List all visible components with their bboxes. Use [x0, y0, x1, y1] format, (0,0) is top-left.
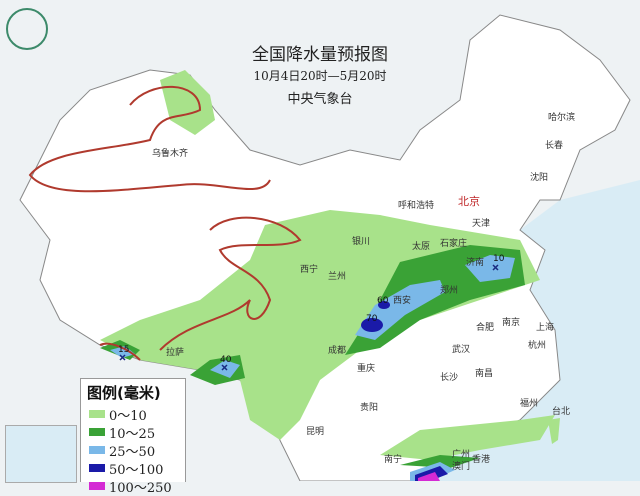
legend-label: 10～25 — [109, 426, 156, 442]
city-label: 武汉 — [452, 345, 471, 355]
city-label: 太原 — [412, 242, 431, 252]
city-label: 乌鲁木齐 — [152, 149, 189, 159]
legend-label: 50～100 — [109, 462, 164, 478]
city-label: 上海 — [536, 323, 555, 333]
rain-100-250-south — [418, 472, 440, 481]
city-label: 沈阳 — [530, 173, 549, 183]
city-label: 哈尔滨 — [548, 113, 576, 123]
legend-swatch — [89, 428, 105, 436]
city-label: 拉萨 — [166, 348, 185, 358]
city-label: 重庆 — [357, 364, 376, 374]
cma-logo-icon — [6, 8, 48, 50]
max-value-label: 70 — [366, 314, 378, 324]
legend-title: 图例(毫米) — [87, 384, 161, 402]
frost-lines — [28, 85, 302, 361]
city-label: 昆明 — [306, 427, 325, 437]
rain-10-25-south — [400, 455, 480, 468]
legend-item: 100～250 — [89, 477, 185, 496]
city-label: 广州 — [452, 450, 471, 460]
city-label: 天津 — [472, 219, 491, 229]
legend-swatch — [89, 446, 105, 454]
city-label: 西安 — [393, 296, 412, 306]
rain-0-10-taiwan — [548, 418, 560, 444]
city-label: 郑州 — [440, 286, 459, 296]
legend-label: 100～250 — [109, 480, 172, 496]
rain-0-10-south — [380, 415, 555, 460]
legend-label: 25～50 — [109, 444, 156, 460]
rain-25-50-shandong — [465, 255, 515, 282]
city-label: 福州 — [520, 399, 539, 409]
issuer: 中央气象台 — [287, 92, 353, 107]
city-label: 成都 — [328, 346, 347, 356]
city-label: 长春 — [545, 141, 564, 151]
forecast-period: 10月4日20时—5月20时 — [253, 69, 387, 83]
precipitation-map — [19, 14, 640, 481]
city-label: 长沙 — [440, 373, 459, 383]
legend-swatch — [89, 410, 105, 418]
rain-50-100-area — [361, 318, 383, 332]
city-label: 北京 — [458, 195, 480, 208]
max-value-label: 15 — [118, 345, 130, 355]
city-label: 台北 — [552, 407, 571, 417]
rain-50-100-area — [378, 301, 390, 309]
max-value-label: 60 — [377, 296, 389, 306]
sea — [420, 180, 640, 481]
legend-swatch — [89, 482, 105, 490]
city-label: 香港 — [472, 455, 491, 465]
legend-item: 10～25 — [89, 423, 185, 442]
legend: 图例(毫米) 0～10 10～25 25～50 50～100 100～250 — [80, 378, 186, 496]
city-label: 济南 — [466, 258, 485, 268]
max-value-label: 10 — [493, 254, 505, 264]
city-label: 南宁 — [384, 455, 403, 465]
city-label: 西宁 — [300, 265, 319, 275]
city-label: 杭州 — [528, 341, 547, 351]
rain-25-50-west — [110, 346, 135, 358]
city-label: 贵阳 — [360, 403, 379, 413]
max-markers — [119, 264, 499, 371]
city-label: 南京 — [502, 318, 521, 328]
south-china-sea-inset — [5, 425, 77, 483]
city-label: 南昌 — [475, 369, 494, 379]
city-label: 呼和浩特 — [398, 201, 435, 211]
city-label: 石家庄 — [440, 239, 468, 249]
map-title: 全国降水量预报图 — [252, 45, 388, 65]
city-label: 合肥 — [476, 323, 495, 333]
legend-item: 25～50 — [89, 441, 185, 460]
legend-item: 50～100 — [89, 459, 185, 478]
legend-item: 0～10 — [89, 405, 185, 424]
city-label: 兰州 — [328, 272, 347, 282]
city-label: 银川 — [352, 237, 371, 247]
legend-label: 0～10 — [109, 408, 147, 424]
max-value-label: 40 — [220, 355, 232, 365]
legend-swatch — [89, 464, 105, 472]
city-label: 澳门 — [452, 462, 471, 472]
